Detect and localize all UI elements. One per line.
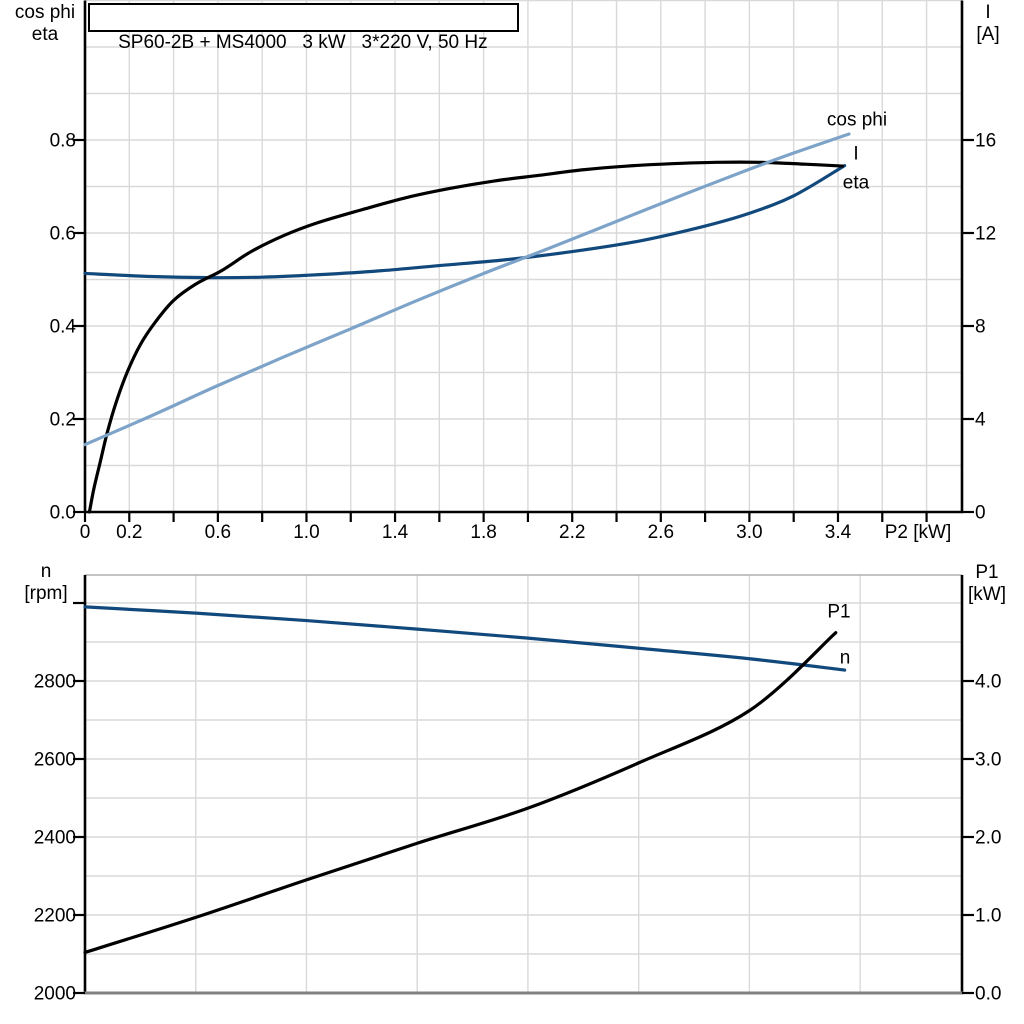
bottom-chart-left-axis-title: n [rpm]: [8, 561, 84, 605]
h-gridlines: [85, 602, 962, 955]
x-axis: 0 0.2 0.6 1.0 1.4 1.8 2.2 2.6 3.0 3.4 P2 [kW]: [80, 512, 952, 543]
curve-label-cos-phi: cos phi: [827, 110, 887, 131]
tick-label-x: 0.2: [116, 522, 142, 543]
right-axis: 0.0 1.0 2.0 3.0 4.0: [962, 672, 1001, 1005]
tick-label-left: 0.6: [50, 224, 76, 245]
tick-label-left: 0.8: [50, 131, 76, 152]
tick-label-x: 2.6: [648, 522, 674, 543]
top-chart-right-axis-title: I [A]: [956, 2, 1020, 46]
tick-label-left: 2600: [34, 750, 76, 771]
left-axis-title-line1: n: [40, 561, 52, 582]
tick-label-right: 3.0: [975, 750, 1001, 771]
bottom-chart: 2000 2200 2400 2600 2800 0.0 1.0 2.0 3.0 4.0 n P1: [34, 574, 1001, 1005]
curve-label-eta: eta: [843, 173, 870, 194]
curve-label-i: I: [853, 144, 858, 165]
bottom-chart-right-axis-title: P1 [kW]: [954, 562, 1020, 606]
tick-label-x: 0.6: [205, 522, 231, 543]
tick-label-x: 0: [80, 522, 91, 543]
tick-label-left: 2200: [34, 906, 76, 927]
chart-title: SP60-2B + MS4000 3 kW 3*220 V, 50 Hz: [118, 32, 488, 53]
tick-label-x: 2.2: [559, 522, 585, 543]
right-axis-title-line2: [A]: [976, 24, 1000, 45]
tick-label-left: 2000: [34, 984, 76, 1005]
tick-label-right: 4.0: [975, 672, 1001, 693]
tick-label-left: 0.0: [50, 503, 76, 524]
right-axis-title-line1: I: [985, 2, 991, 23]
chart-title-box: SP60-2B + MS4000 3 kW 3*220 V, 50 Hz: [88, 3, 519, 53]
right-axis: 0 4 8 12 16: [962, 131, 996, 524]
series-eta: [87, 160, 845, 514]
right-axis-title-line1: P1: [975, 562, 999, 583]
right-axis-title-line2: [kW]: [968, 584, 1006, 605]
tick-label-x: 3.4: [825, 522, 852, 543]
left-axis-title-line1: cos phi: [14, 2, 76, 23]
left-axis: 0.0 0.2 0.4 0.6 0.8: [50, 131, 85, 524]
tick-label-right: 1.0: [975, 906, 1001, 927]
tick-label-right: 4: [975, 410, 986, 431]
series-cos-phi: [83, 132, 851, 447]
tick-label-right: 0: [975, 503, 986, 524]
series-n: [83, 605, 847, 672]
tick-label-left: 2400: [34, 828, 76, 849]
tick-label-left: 2800: [34, 672, 76, 693]
series-i: [83, 163, 847, 280]
tick-label-left: 0.2: [50, 410, 76, 431]
v-gridlines: [195, 575, 861, 993]
tick-label-x: 1.8: [470, 522, 496, 543]
top-chart-left-axis-title: cos phi eta: [6, 2, 84, 46]
tick-label-left: 0.4: [50, 317, 77, 338]
v-gridlines: [128, 0, 928, 512]
tick-label-right: 8: [975, 317, 986, 338]
x-axis-title: P2 [kW]: [885, 522, 952, 543]
tick-label-right: 12: [975, 224, 996, 245]
tick-label-right: 0.0: [975, 984, 1001, 1005]
tick-label-x: 1.0: [293, 522, 319, 543]
tick-label-x: 1.4: [382, 522, 409, 543]
left-axis-title-line2: eta: [31, 24, 59, 45]
left-axis: 2000 2200 2400 2600 2800: [34, 601, 85, 1005]
tick-label-right: 16: [975, 131, 996, 152]
series-p1: [83, 631, 838, 955]
top-chart: 0.0 0.2 0.4 0.6 0.8 0 4 8 12 16 0 0.2 0.6 1.0 1.4 1.8 2.…: [50, 0, 996, 543]
h-gridlines: [85, 0, 962, 467]
left-axis-title-line2: [rpm]: [24, 583, 68, 604]
curve-label-n: n: [840, 648, 851, 669]
tick-label-x: 3.0: [736, 522, 762, 543]
curve-label-p1: P1: [827, 602, 850, 623]
tick-label-right: 2.0: [975, 828, 1001, 849]
